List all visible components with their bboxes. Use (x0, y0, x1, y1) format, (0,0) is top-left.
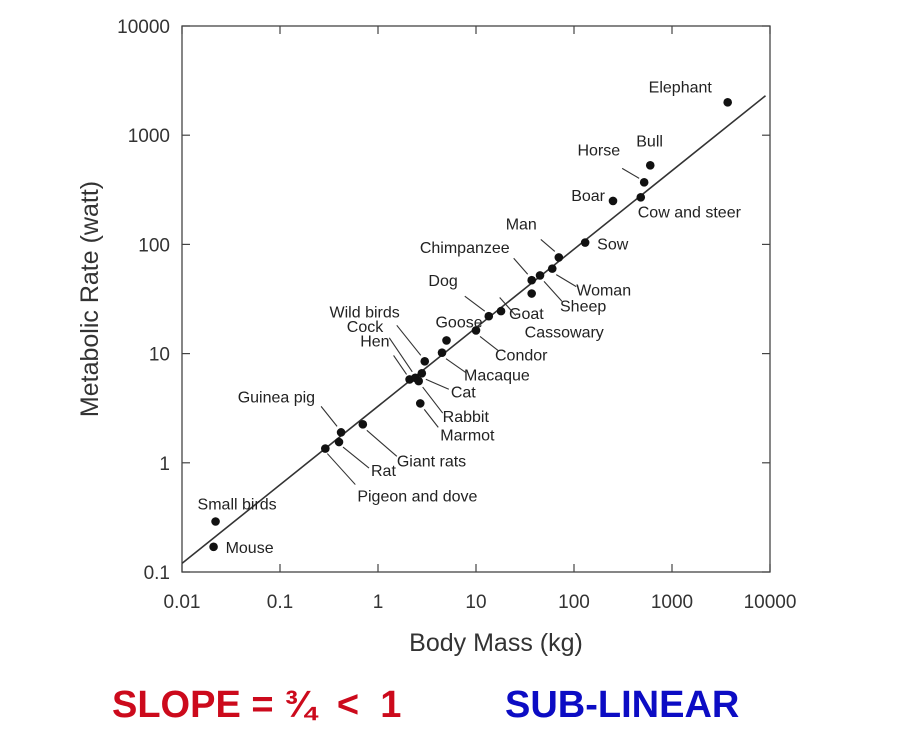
data-point (580, 238, 590, 247)
data-point (527, 289, 536, 298)
y-tick-label: 10000 (117, 17, 170, 38)
point-label: Mouse (226, 540, 274, 557)
label-leader (621, 167, 640, 179)
data-point (471, 326, 481, 335)
x-tick-label: 0.01 (164, 592, 201, 613)
slope-caption: SLOPE = ¾ < 1 (112, 684, 402, 726)
point-label: Rabbit (443, 409, 490, 426)
point-label: Goose (435, 314, 482, 331)
label-leader (422, 386, 444, 414)
y-tick-label: 1 (159, 454, 170, 475)
x-tick-label: 10000 (744, 592, 797, 613)
x-tick-label: 1000 (651, 592, 693, 613)
x-tick-label: 0.1 (267, 592, 293, 613)
y-tick-label: 1000 (128, 126, 170, 147)
point-label: Sow (597, 237, 629, 254)
label-leader (425, 378, 450, 390)
point-label: Condor (495, 347, 548, 364)
label-leaders (320, 167, 640, 485)
point-label: Pigeon and dove (357, 489, 477, 506)
axis-ticks: 0.01 0.1 1 10 100 1000 10000 0.1 1 10 100 1000 10000 (117, 17, 796, 613)
point-label: Boar (571, 188, 605, 205)
label-leader (393, 355, 408, 375)
data-point (723, 98, 732, 107)
data-point (336, 428, 346, 437)
data-point (535, 271, 545, 280)
point-label: Rat (371, 463, 396, 480)
point-label: Dog (428, 273, 457, 290)
data-point (437, 348, 447, 357)
data-point (358, 420, 368, 429)
data-point (321, 444, 330, 453)
x-axis-title: Body Mass (kg) (409, 629, 583, 657)
data-point (496, 306, 506, 316)
label-leader (445, 358, 467, 374)
data-point (211, 517, 220, 526)
label-leader (499, 297, 517, 316)
x-tick-label: 100 (558, 592, 590, 613)
point-label: Marmot (440, 427, 495, 444)
point-label: Small birds (198, 497, 277, 514)
label-leader (326, 453, 356, 485)
point-label: Wild birds (330, 304, 400, 321)
label-leader (513, 257, 529, 275)
label-leader (423, 409, 439, 428)
label-leader (464, 295, 486, 312)
data-point (417, 369, 427, 378)
label-leader (366, 429, 398, 457)
point-label: Macaque (464, 368, 530, 385)
point-label: Chimpanzee (420, 240, 510, 257)
point-label: Elephant (649, 79, 713, 96)
point-label: Man (506, 216, 537, 233)
label-leader (543, 281, 563, 302)
point-label: Cow and steer (638, 204, 742, 221)
data-point (636, 192, 646, 202)
y-tick-label: 10 (149, 345, 170, 366)
data-points (209, 98, 732, 552)
data-point (547, 264, 557, 273)
point-label: Goat (509, 306, 544, 323)
point-label: Woman (576, 283, 631, 300)
point-label: Giant rats (397, 453, 466, 470)
x-tick-label: 10 (465, 592, 486, 613)
scatter-chart: 0.01 0.1 1 10 100 1000 10000 0.1 1 10 100 1000 10000… (76, 17, 796, 657)
point-label: Guinea pig (238, 389, 315, 406)
label-leader (388, 337, 413, 373)
data-point (645, 161, 655, 170)
data-point (420, 357, 430, 366)
sublinear-caption: SUB-LINEAR (505, 684, 740, 726)
data-point (554, 253, 564, 262)
label-leader (479, 335, 499, 351)
data-point (442, 336, 451, 345)
data-point (639, 178, 649, 187)
point-label: Cock (347, 319, 384, 336)
data-point (527, 275, 536, 285)
y-tick-label: 0.1 (144, 563, 170, 584)
label-leader (540, 238, 556, 252)
data-point (334, 437, 344, 447)
point-label: Cat (451, 384, 476, 401)
point-label: Hen (360, 333, 389, 350)
label-leader (342, 446, 370, 469)
point-label: Horse (577, 142, 620, 159)
y-tick-label: 100 (138, 235, 170, 256)
point-label: Bull (636, 133, 663, 150)
data-point (484, 311, 494, 321)
data-point (414, 376, 423, 386)
point-label: Sheep (560, 298, 606, 315)
footer-caption: SLOPE = ¾ < 1 SUB-LINEAR (0, 680, 900, 730)
label-leader (555, 274, 577, 288)
data-point (608, 196, 618, 206)
data-point (209, 542, 218, 552)
label-leader (320, 406, 338, 427)
data-point (415, 399, 425, 408)
label-leader (396, 324, 422, 356)
y-axis-title: Metabolic Rate (watt) (76, 181, 104, 417)
point-label: Cassowary (525, 325, 604, 342)
point-labels: Mouse Small birds Pigeon and dove Rat Guinea… (198, 79, 742, 557)
x-tick-label: 1 (373, 592, 384, 613)
